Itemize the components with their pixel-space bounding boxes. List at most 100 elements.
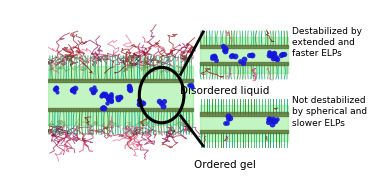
Point [269, 123, 275, 126]
Point [248, 54, 254, 57]
Point [158, 101, 164, 104]
Point [117, 95, 123, 98]
Point [246, 53, 252, 57]
Point [270, 118, 276, 121]
Point [138, 102, 144, 105]
Point [70, 88, 76, 91]
Point [156, 99, 162, 102]
Point [53, 87, 59, 90]
Point [116, 97, 122, 100]
Point [221, 49, 227, 52]
Point [98, 94, 104, 98]
Point [211, 55, 217, 58]
Point [278, 53, 283, 56]
Point [126, 88, 132, 91]
Point [137, 98, 142, 101]
Point [224, 122, 230, 125]
Point [270, 56, 276, 59]
Point [140, 101, 145, 104]
Point [280, 52, 286, 55]
Point [230, 54, 236, 57]
Point [54, 91, 60, 94]
Point [266, 53, 272, 56]
Point [105, 98, 111, 101]
Point [269, 53, 275, 56]
Point [240, 61, 246, 64]
Point [268, 53, 274, 56]
Point [107, 96, 113, 99]
Point [90, 90, 96, 93]
Point [209, 57, 215, 60]
Point [249, 53, 255, 57]
Point [135, 102, 141, 105]
Point [266, 118, 272, 121]
Point [274, 58, 280, 61]
Point [99, 94, 105, 97]
Point [52, 87, 58, 90]
Point [273, 56, 279, 59]
Point [100, 93, 106, 96]
Point [267, 52, 273, 55]
Point [88, 87, 94, 90]
Text: Disordered liquid: Disordered liquid [180, 86, 270, 96]
Point [188, 83, 194, 86]
Point [101, 106, 107, 109]
Point [127, 87, 133, 90]
Bar [200, 45, 288, 48]
Point [100, 91, 106, 94]
Point [209, 55, 215, 58]
Point [108, 96, 114, 99]
Point [70, 88, 76, 91]
Point [92, 89, 98, 92]
Point [269, 53, 275, 56]
Point [266, 50, 272, 53]
Text: Ordered gel: Ordered gel [194, 160, 256, 170]
Point [220, 45, 226, 48]
Bar [49, 108, 193, 111]
Bar [49, 66, 193, 125]
Point [270, 120, 276, 123]
Point [227, 117, 233, 120]
Point [186, 84, 191, 87]
Bar [200, 130, 288, 133]
Point [222, 49, 228, 52]
Point [53, 86, 59, 89]
Point [279, 53, 285, 56]
Point [102, 93, 108, 96]
Point [267, 52, 273, 55]
Bar [200, 62, 288, 65]
Point [99, 107, 105, 110]
Point [270, 55, 276, 58]
Point [115, 97, 121, 100]
Point [108, 94, 114, 97]
Point [91, 91, 96, 94]
Point [160, 104, 166, 107]
Point [280, 53, 286, 56]
Point [69, 89, 75, 92]
Point [222, 121, 228, 124]
Point [270, 53, 276, 56]
Point [269, 53, 275, 56]
Text: Destabilized by
extended and
faster ELPs: Destabilized by extended and faster ELPs [292, 26, 362, 58]
Point [136, 101, 142, 104]
Point [106, 95, 112, 98]
Point [223, 48, 229, 51]
Point [91, 86, 97, 89]
Point [108, 98, 114, 101]
Point [107, 96, 113, 99]
Point [71, 90, 77, 93]
Point [211, 55, 217, 58]
Point [228, 54, 234, 57]
Point [212, 56, 218, 59]
Point [108, 100, 114, 103]
Point [189, 85, 195, 88]
Point [272, 51, 278, 54]
Bar [200, 105, 288, 141]
Point [223, 47, 229, 50]
Point [161, 99, 167, 102]
Point [126, 85, 132, 88]
Point [225, 117, 231, 120]
Point [266, 118, 272, 121]
Point [237, 59, 243, 62]
Point [232, 54, 237, 57]
